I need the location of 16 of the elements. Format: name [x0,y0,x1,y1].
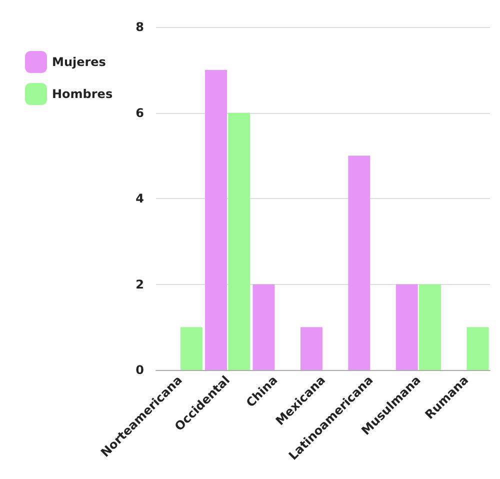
bar [396,284,418,370]
y-tick-label: 2 [136,277,144,292]
bar [228,112,250,370]
y-tick-label: 4 [136,192,144,206]
legend-label: Mujeres [52,55,106,69]
bar [180,327,202,370]
legend-label: Hombres [52,87,113,101]
bar [418,284,441,370]
y-tick-label: 8 [136,20,144,34]
bar [300,327,322,370]
bar [205,70,228,370]
bar [252,284,275,370]
bar [348,156,370,370]
bar [466,327,489,370]
y-tick-label: 0 [136,363,144,377]
y-tick-label: 6 [136,106,144,120]
